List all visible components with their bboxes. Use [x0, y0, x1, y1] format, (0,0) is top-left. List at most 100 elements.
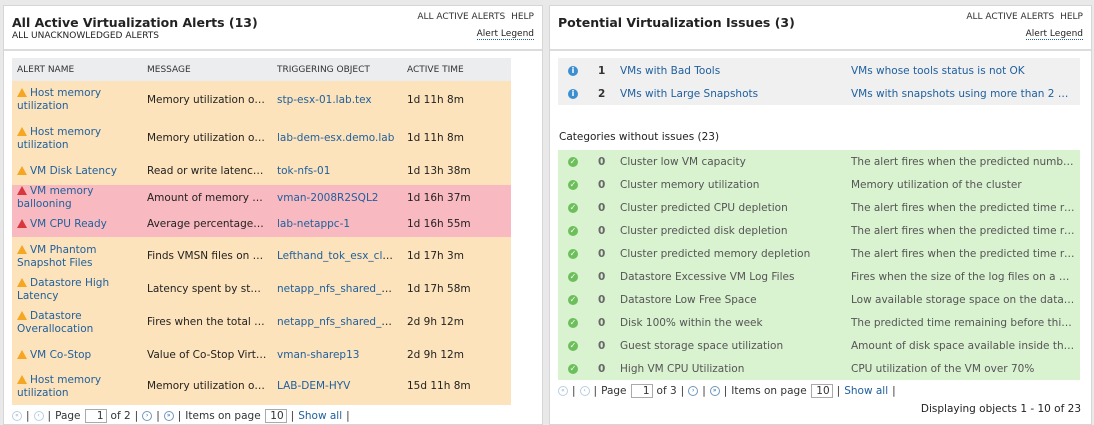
triggering-object-link[interactable]: Lefthand_tok_esx_cluster... [277, 250, 402, 262]
alert-legend-link[interactable]: Alert Legend [1025, 29, 1083, 40]
active-time: 1d 17h 58m [402, 276, 511, 303]
issue-description[interactable]: VMs with snapshots using more than 2 GB … [851, 87, 1076, 100]
triggering-object-link[interactable]: lab-dem-esx.demo.lab [277, 132, 395, 144]
issue-description[interactable]: VMs whose tools status is not OK [851, 64, 1025, 77]
list-item[interactable]: ✓ 0 Cluster predicted CPU depletion The … [558, 196, 1080, 219]
table-row[interactable]: Datastore Overallocation Fires when the … [12, 303, 511, 342]
panel-header: All Active Virtualization Alerts (13) AL… [4, 6, 542, 51]
items-per-page-input[interactable]: 10 [810, 384, 833, 398]
prev-page-icon[interactable]: ‹ [33, 411, 44, 421]
alert-name-link[interactable]: Host memory utilization [17, 125, 102, 151]
prev-page-icon[interactable]: ‹ [579, 386, 590, 396]
list-item[interactable]: ✓ 0 Cluster memory utilization Memory ut… [558, 173, 1080, 196]
check-circle-icon: ✓ [568, 248, 578, 259]
issue-count: 0 [598, 201, 606, 214]
column-header-active-time[interactable]: ACTIVE TIME [402, 58, 511, 81]
show-all-link[interactable]: Show all [844, 385, 889, 397]
table-row[interactable]: VM Co-Stop Value of Co-Stop Virtual ... … [12, 342, 511, 368]
list-item[interactable]: ✓ 0 High VM CPU Utilization CPU utilizat… [558, 357, 1080, 380]
alert-name-link[interactable]: VM CPU Ready [30, 217, 107, 230]
table-row[interactable]: Host memory utilization Memory utilizati… [12, 119, 511, 158]
triggering-object-link[interactable]: stp-esx-01.lab.tex [277, 93, 372, 106]
issue-name: Cluster predicted disk depletion [620, 224, 788, 237]
show-all-link[interactable]: Show all [298, 410, 343, 422]
issue-description: The alert fires when the predicted time … [851, 247, 1076, 260]
table-row[interactable]: VM memory ballooning Amount of memory be… [12, 185, 511, 211]
alert-message: Average percentage of ti... [142, 211, 272, 237]
issue-name[interactable]: VMs with Large Snapshots [620, 87, 759, 100]
first-page-icon[interactable]: « [12, 411, 22, 421]
next-page-icon[interactable]: › [142, 411, 153, 421]
alert-legend-link[interactable]: Alert Legend [476, 29, 534, 40]
issue-name: Cluster low VM capacity [620, 155, 746, 168]
list-item[interactable]: ✓ 0 Cluster low VM capacity The alert fi… [558, 150, 1080, 173]
issue-description: The alert fires when the predicted time … [851, 201, 1076, 214]
list-item[interactable]: ✓ 0 Cluster predicted memory depletion T… [558, 242, 1080, 265]
issue-name: Cluster predicted memory depletion [620, 247, 811, 260]
table-row[interactable]: VM Disk Latency Read or write latency to… [12, 158, 511, 185]
table-row[interactable]: Datastore High Latency Latency spent by … [12, 276, 511, 303]
alert-name-link[interactable]: Host memory utilization [17, 373, 102, 399]
list-item[interactable]: ✓ 0 Disk 100% within the week The predic… [558, 311, 1080, 334]
issues-list: i 1 VMs with Bad Tools VMs whose tools s… [558, 58, 1080, 105]
issue-name: Datastore Low Free Space [620, 293, 757, 306]
alert-name-link[interactable]: Datastore Overallocation [17, 309, 94, 335]
help-link[interactable]: HELP [511, 12, 534, 22]
triggering-object-link[interactable]: LAB-DEM-HYV [277, 380, 351, 392]
table-row[interactable]: VM Phantom Snapshot Files Finds VMSN fil… [12, 237, 511, 276]
table-row[interactable]: Host memory utilization Memory utilizati… [12, 368, 511, 405]
issue-name[interactable]: VMs with Bad Tools [620, 64, 721, 77]
page-label: Page [55, 410, 81, 422]
active-time: 1d 16h 37m [402, 185, 511, 211]
table-row[interactable]: VM CPU Ready Average percentage of ti...… [12, 211, 511, 237]
table-row[interactable]: Host memory utilization Memory utilizati… [12, 81, 511, 119]
list-item[interactable]: ✓ 0 Datastore Low Free Space Low availab… [558, 288, 1080, 311]
all-active-alerts-link[interactable]: ALL ACTIVE ALERTS [966, 12, 1055, 22]
issue-count: 0 [598, 293, 606, 306]
alert-name-link[interactable]: VM memory ballooning [17, 185, 94, 210]
column-header-alert-name[interactable]: ALERT NAME [12, 58, 142, 81]
triggering-object-link[interactable]: netapp_nfs_shared_data... [277, 316, 402, 328]
issue-count: 1 [598, 64, 606, 77]
list-item[interactable]: i 2 VMs with Large Snapshots VMs with sn… [558, 82, 1080, 105]
column-header-message[interactable]: MESSAGE [142, 58, 272, 81]
list-item[interactable]: ✓ 0 Cluster predicted disk depletion The… [558, 219, 1080, 242]
triggering-object-link[interactable]: vman-sharep13 [277, 348, 360, 361]
triggering-object-link[interactable]: vman-2008R2SQL2 [277, 191, 379, 204]
issue-count: 2 [598, 87, 606, 100]
check-circle-icon: ✓ [568, 202, 578, 213]
check-circle-icon: ✓ [568, 225, 578, 236]
alerts-table: ALERT NAME MESSAGE TRIGGERING OBJECT ACT… [12, 58, 511, 405]
help-link[interactable]: HELP [1060, 12, 1083, 22]
issue-name: High VM CPU Utilization [620, 362, 745, 375]
panel-title: Potential Virtualization Issues (3) [558, 15, 795, 30]
last-page-icon[interactable]: » [163, 411, 174, 421]
alert-name-link[interactable]: VM Co-Stop [30, 348, 92, 361]
check-circle-icon: ✓ [568, 179, 578, 190]
page-count: of 2 [110, 410, 131, 422]
active-time: 1d 13h 38m [402, 158, 511, 185]
triggering-object-link[interactable]: lab-netappc-1 [277, 217, 351, 230]
page-input[interactable]: 1 [630, 384, 653, 398]
last-page-icon[interactable]: » [709, 386, 720, 396]
list-item[interactable]: i 1 VMs with Bad Tools VMs whose tools s… [558, 59, 1080, 82]
triggering-object-link[interactable]: tok-nfs-01 [277, 165, 331, 177]
list-item[interactable]: ✓ 0 Guest storage space utilization Amou… [558, 334, 1080, 357]
list-item[interactable]: ✓ 0 Datastore Excessive VM Log Files Fir… [558, 265, 1080, 288]
alert-message: Latency spent by storage... [142, 276, 272, 303]
alert-message: Finds VMSN files on the ... [142, 237, 272, 276]
alert-name-link[interactable]: VM Phantom Snapshot Files [17, 243, 97, 269]
check-circle-icon: ✓ [568, 317, 578, 328]
alerts-pager: «| ‹ | Page 1 of 2 | › | » | Items on page 1… [12, 409, 350, 423]
first-page-icon[interactable]: « [558, 386, 568, 396]
issue-count: 0 [598, 178, 606, 191]
critical-icon [17, 186, 27, 195]
all-active-alerts-link[interactable]: ALL ACTIVE ALERTS [417, 12, 506, 22]
alert-name-link[interactable]: Host memory utilization [17, 87, 102, 112]
alert-name-link[interactable]: VM Disk Latency [30, 165, 117, 177]
alert-name-link[interactable]: Datastore High Latency [17, 276, 110, 302]
triggering-object-link[interactable]: netapp_nfs_shared_data... [277, 283, 402, 295]
next-page-icon[interactable]: › [688, 386, 699, 396]
issue-description: The predicted time remaining before this… [851, 316, 1076, 329]
column-header-triggering-object[interactable]: TRIGGERING OBJECT [272, 58, 402, 81]
